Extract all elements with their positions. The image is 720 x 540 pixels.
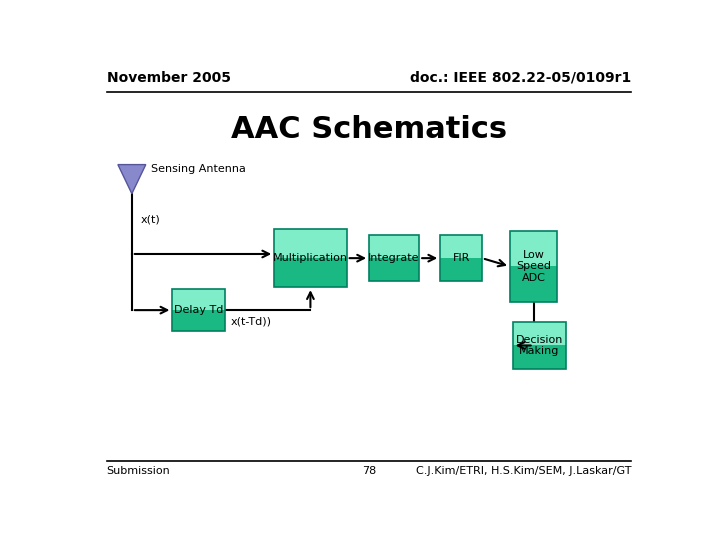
Text: x(t): x(t) — [140, 215, 160, 225]
FancyBboxPatch shape — [369, 258, 419, 281]
FancyBboxPatch shape — [440, 235, 482, 258]
FancyBboxPatch shape — [172, 310, 225, 331]
FancyBboxPatch shape — [274, 258, 347, 287]
Text: 78: 78 — [362, 466, 376, 476]
Text: Sensing Antenna: Sensing Antenna — [151, 164, 246, 174]
Text: November 2005: November 2005 — [107, 71, 230, 85]
FancyBboxPatch shape — [513, 321, 566, 346]
FancyBboxPatch shape — [172, 289, 225, 310]
FancyBboxPatch shape — [510, 231, 557, 266]
Text: Integrate: Integrate — [369, 253, 420, 263]
FancyBboxPatch shape — [510, 266, 557, 302]
Text: Low
Speed
ADC: Low Speed ADC — [516, 250, 551, 283]
FancyBboxPatch shape — [274, 229, 347, 258]
Text: C.J.Kim/ETRI, H.S.Kim/SEM, J.Laskar/GT: C.J.Kim/ETRI, H.S.Kim/SEM, J.Laskar/GT — [415, 466, 631, 476]
Text: Delay Td: Delay Td — [174, 305, 223, 315]
FancyBboxPatch shape — [369, 235, 419, 258]
FancyBboxPatch shape — [440, 258, 482, 281]
Text: AAC Schematics: AAC Schematics — [231, 114, 507, 144]
FancyBboxPatch shape — [513, 346, 566, 369]
Text: Multiplication: Multiplication — [273, 253, 348, 263]
Text: Submission: Submission — [107, 466, 171, 476]
Text: FIR: FIR — [452, 253, 469, 263]
Text: x(t-Td)): x(t-Td)) — [231, 316, 272, 326]
Text: Decision
Making: Decision Making — [516, 335, 563, 356]
Polygon shape — [118, 165, 145, 194]
Text: doc.: IEEE 802.22-05/0109r1: doc.: IEEE 802.22-05/0109r1 — [410, 71, 631, 85]
